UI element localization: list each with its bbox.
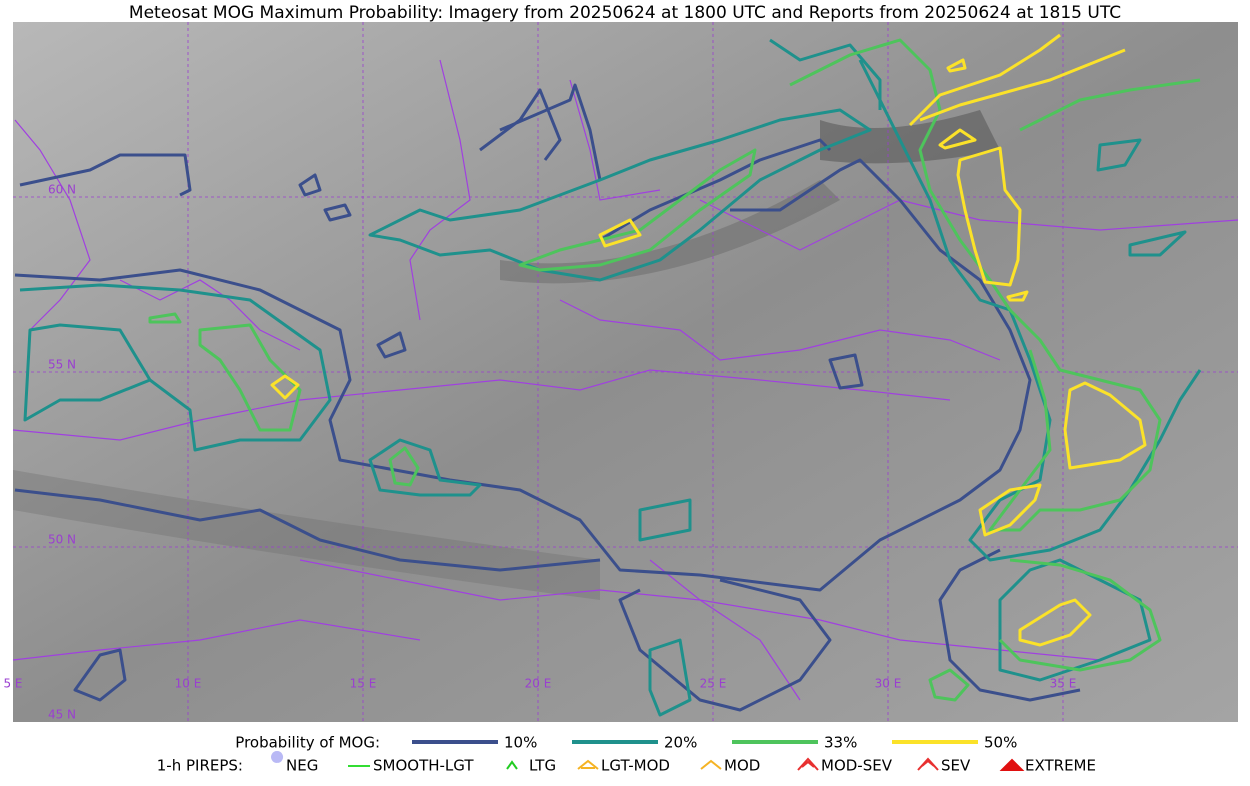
contour: [368, 138, 1187, 717]
legend-label: 33%: [824, 734, 857, 752]
legend-label: NEG: [286, 757, 318, 775]
legend-title: Probability of MOG:: [235, 734, 380, 752]
pirep-icon: [577, 759, 599, 770]
legend-label: SEV: [941, 757, 971, 775]
legend-label: MOD: [724, 757, 760, 775]
lon-label: 10 E: [175, 677, 202, 691]
legend-label: 20%: [664, 734, 697, 752]
contour: [14, 83, 832, 712]
contour: [789, 38, 1201, 672]
legend-label: LGT-MOD: [601, 757, 670, 775]
pirep-icon: [917, 757, 939, 771]
contours: [14, 33, 1202, 717]
lat-label: 45 N: [48, 708, 76, 722]
lon-label: 25 E: [700, 677, 727, 691]
dark-band: [500, 180, 840, 284]
lon-label: 5 E: [3, 677, 22, 691]
pirep-icon: [700, 759, 722, 770]
legend-label: SMOOTH-LGT: [373, 757, 474, 775]
legend-label: EXTREME: [1025, 757, 1096, 775]
pirep-icon: [797, 757, 819, 771]
dark-band: [820, 110, 1000, 164]
lon-label: 20 E: [525, 677, 552, 691]
contour: [14, 153, 1032, 592]
pirep-icon: [506, 760, 518, 770]
lon-label: 30 E: [875, 677, 902, 691]
pirep-icon: [271, 751, 284, 763]
borders: [12, 59, 1239, 701]
title: Meteosat MOG Maximum Probability: Imager…: [129, 3, 1121, 23]
legend-label: 10%: [504, 734, 537, 752]
contour: [73, 173, 1081, 702]
lat-label: 55 N: [48, 358, 76, 372]
contour: [270, 33, 1147, 647]
contour: [148, 148, 970, 702]
legend: Probability of MOG: 10% 20% 33% 50% 1-h PIREP…: [157, 734, 1096, 775]
lon-label: 35 E: [1050, 677, 1077, 691]
contour: [19, 283, 332, 452]
dark-band: [13, 470, 600, 600]
lat-label: 50 N: [48, 533, 76, 547]
map-area: 5 E 10 E 15 E 20 E 25 E 30 E 35 E 60 N 55 N 50 N 4…: [3, 22, 1239, 722]
legend-label: LTG: [529, 757, 556, 775]
pirep-icon: [999, 758, 1025, 771]
lat-label: 60 N: [48, 183, 76, 197]
legend-label: MOD-SEV: [821, 757, 893, 775]
lon-label: 15 E: [350, 677, 377, 691]
legend-label: 50%: [984, 734, 1017, 752]
legend-title: 1-h PIREPS:: [157, 757, 243, 775]
